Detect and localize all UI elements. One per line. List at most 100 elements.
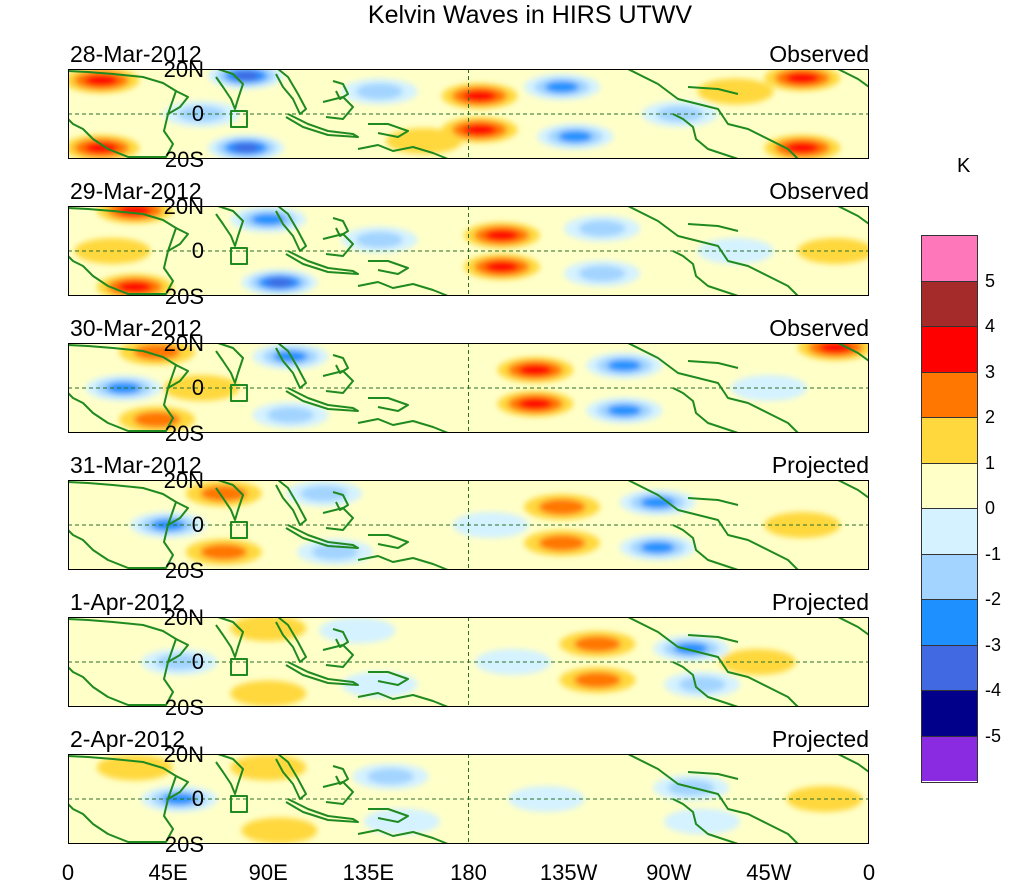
coastline-segment-11 <box>687 86 739 95</box>
legend-swatch <box>922 463 977 509</box>
coastline-segment-3 <box>215 617 244 658</box>
anomaly-cell-4-level-2 <box>300 485 348 502</box>
coastline-segment-7 <box>332 491 349 511</box>
anomaly-cell-8-level-3 <box>485 261 519 273</box>
legend-swatch <box>922 372 977 418</box>
anomaly-cell-2-level-1 <box>96 754 173 781</box>
anomaly-cell-6-level-2 <box>356 231 403 248</box>
anomaly-cell-9-level-1 <box>664 808 741 835</box>
legend-units-label: K <box>957 155 971 177</box>
coastline-segment-2 <box>167 364 189 389</box>
coastline-segment-6 <box>285 661 359 686</box>
legend-level-label: -1 <box>985 543 1002 564</box>
panel-date-label: 29-Mar-2012 <box>70 178 202 204</box>
coastlines <box>68 343 869 433</box>
coastline-segment-11 <box>687 223 739 232</box>
coastline-segment-12 <box>837 754 869 773</box>
coastline-segment-1 <box>68 481 177 569</box>
coastline-segment-5 <box>322 507 354 531</box>
legend-level-label: -5 <box>985 725 1002 746</box>
y-tick-label: 20N <box>163 468 204 493</box>
coastline-segment-8 <box>368 808 409 823</box>
coastline-segment-2 <box>167 90 189 115</box>
x-tick-label: 135E <box>342 860 395 885</box>
coastline-segment-9 <box>357 281 449 296</box>
anomaly-cell-10-level-2 <box>578 265 626 282</box>
coastline-segment-12 <box>837 480 869 499</box>
legend-level-label: 1 <box>985 452 996 473</box>
x-tick-label: 90W <box>646 860 692 885</box>
anomaly-cell-10-level-3 <box>640 541 675 554</box>
panel-status-label: Observed <box>769 315 869 341</box>
anomaly-field <box>68 69 869 159</box>
coastline-segment-12 <box>837 343 869 362</box>
coastline-segment-3 <box>215 343 244 384</box>
anomaly-cell-7-level-3 <box>518 364 553 376</box>
coastline-segment-1 <box>68 618 177 706</box>
coastline-segment-9 <box>357 555 449 570</box>
anomaly-field <box>68 343 869 433</box>
legend-level-label: 4 <box>985 316 996 336</box>
anomaly-cell-4-level-3 <box>251 213 286 226</box>
y-tick-label: 0 <box>191 375 204 400</box>
anomaly-cell-7-level-2 <box>574 636 621 652</box>
y-tick-label: 20S <box>164 558 204 583</box>
coastline-segment-5 <box>322 370 354 394</box>
coastline-segment-11 <box>687 771 739 780</box>
y-tick-label: 0 <box>191 512 204 537</box>
coastline-segment-10 <box>627 480 799 570</box>
coastline-segment-7 <box>332 765 349 785</box>
coastline-segment-9 <box>357 692 449 707</box>
coastline-segment-8 <box>368 671 409 686</box>
coastline-segment-4 <box>275 206 307 252</box>
coastline-segment-2 <box>167 775 189 800</box>
legend-level-label: -2 <box>985 589 1002 609</box>
anomaly-cell-5-level-1 <box>341 671 418 698</box>
coastline-segment-8 <box>368 260 409 275</box>
x-tick-label: 0 <box>862 860 876 885</box>
coastlines <box>68 69 869 159</box>
coastline-segment-2 <box>167 638 189 663</box>
coastline-segment-1 <box>68 755 177 843</box>
coastline-segment-8 <box>368 397 409 412</box>
anomaly-cell-4-level-1 <box>241 817 318 844</box>
coastline-segment-11 <box>687 497 739 506</box>
coastline-segment-10 <box>627 617 799 707</box>
coastline-segment-1 <box>68 344 177 432</box>
coastline-segment-9 <box>357 829 449 844</box>
anomaly-cell-9-level-3 <box>640 496 675 509</box>
anomaly-cell-3-level-1 <box>230 680 307 707</box>
legend-swatch <box>922 736 977 781</box>
anomaly-cell-1-level-3 <box>162 793 197 805</box>
legend-swatch <box>922 236 977 282</box>
panel-status-label: Observed <box>769 41 869 67</box>
coastline-segment-11 <box>687 634 739 643</box>
coastline-segment-6 <box>285 524 359 549</box>
anomaly-cell-5-level-2 <box>367 768 414 785</box>
coastline-segment-8 <box>368 123 409 138</box>
anomaly-cell-2-level-1 <box>230 617 307 642</box>
coastline-segment-2 <box>167 501 189 526</box>
panel-date-label: 1-Apr-2012 <box>70 589 186 615</box>
anomaly-cell-1-level-2 <box>133 344 181 360</box>
anomaly-cell-10-level-3 <box>607 404 642 417</box>
legend-swatch <box>922 418 977 464</box>
legend-swatch <box>922 509 977 555</box>
x-tick-label: 135W <box>539 860 598 885</box>
anomaly-cell-4-level-1 <box>319 617 396 644</box>
anomaly-cell-2-level-3 <box>117 281 152 293</box>
y-tick-label: 20N <box>163 742 204 767</box>
coastline-segment-11 <box>687 360 739 369</box>
color-legend <box>921 235 978 783</box>
coastline-segment-3 <box>215 206 244 247</box>
coastline-segment-3 <box>215 69 244 110</box>
chart-title: Kelvin Waves in HIRS UTWV <box>367 1 693 29</box>
y-tick-label: 20S <box>164 695 204 720</box>
map-panel-5: 1-Apr-2012 Projected <box>68 589 869 707</box>
panel-status-label: Projected <box>771 726 869 752</box>
x-tick-label: 45W <box>746 860 792 885</box>
anomaly-cell-8-level-2 <box>538 535 586 551</box>
coastline-segment-4 <box>275 754 307 800</box>
coastline-segment-5 <box>322 781 354 805</box>
anomaly-cell-9-level-3 <box>462 124 497 136</box>
